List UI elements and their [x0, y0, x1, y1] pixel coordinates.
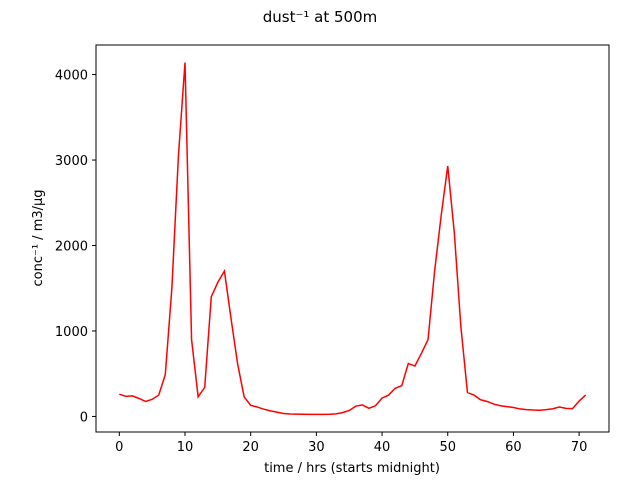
chart-title: dust⁻¹ at 500m: [263, 8, 378, 26]
x-tick-label: 70: [571, 440, 588, 455]
y-tick-label: 3000: [55, 154, 88, 169]
x-tick-label: 50: [439, 440, 456, 455]
x-tick-label: 0: [115, 440, 123, 455]
y-tick-label: 2000: [55, 240, 88, 255]
x-tick-label: 60: [505, 440, 522, 455]
data-line: [119, 62, 587, 416]
y-tick-label: 0: [80, 410, 88, 425]
y-tick-label: 1000: [55, 325, 88, 340]
x-tick-label: 20: [242, 440, 259, 455]
y-axis-label: conc⁻¹ / m3/µg: [31, 189, 46, 286]
y-tick-label: 4000: [55, 69, 88, 84]
x-tick-label: 10: [177, 440, 194, 455]
plot-frame: [95, 44, 610, 433]
x-axis-label: time / hrs (starts midnight): [264, 461, 440, 476]
x-tick-label: 30: [308, 440, 325, 455]
x-tick-label: 40: [374, 440, 391, 455]
